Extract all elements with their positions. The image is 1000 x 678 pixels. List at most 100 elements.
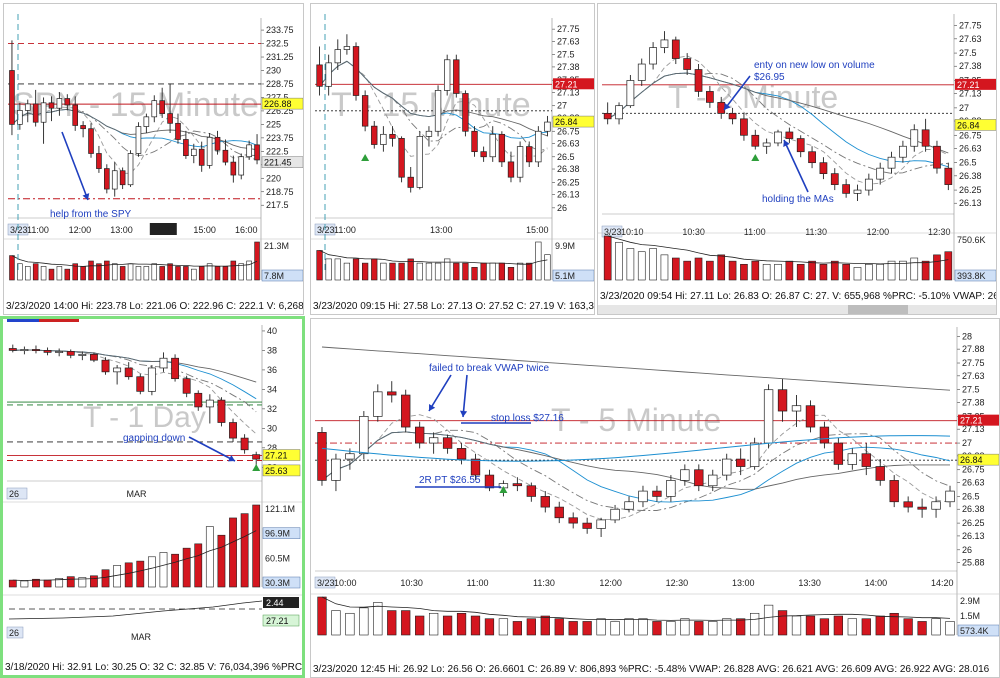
volume-bar — [434, 262, 442, 281]
annotation-arrow-head — [228, 455, 235, 462]
volume-bar — [362, 262, 369, 281]
candle-body — [206, 136, 213, 166]
price-axis-label: 27.75 — [557, 24, 580, 34]
price-axis-label: 26.38 — [557, 164, 580, 174]
price-axis-label: 27.63 — [962, 371, 985, 381]
volume-bar — [498, 618, 509, 636]
volume-bar — [20, 580, 29, 588]
volume-bar — [415, 615, 425, 636]
volume-bar — [64, 268, 71, 281]
chart-watermark: T - 5 Minute — [551, 402, 721, 438]
candle-body — [64, 98, 71, 106]
volume-bar — [512, 621, 522, 636]
candle-body — [135, 126, 142, 154]
volume-bar — [9, 255, 15, 281]
chart-pane-spy-15min[interactable]: SPY - 15 Minute 233.75 232.5 231.25 230 228.7… — [3, 3, 304, 315]
price-axis-label: 223.75 — [266, 133, 294, 143]
chart-pane-t-1day[interactable]: T - 1 Day 40 38 36 34 32 30 28 26 27.21 25.63 26 MAR… — [0, 316, 305, 678]
time-axis-label: 12:00 — [69, 225, 92, 235]
candle-body — [660, 39, 669, 48]
volume-bar — [198, 266, 205, 281]
volume-bar — [194, 543, 203, 588]
candle-body — [805, 405, 816, 428]
time-axis-label: 11:00 — [744, 227, 766, 237]
price-axis-label: 26.63 — [557, 139, 580, 149]
candle-body — [32, 103, 39, 123]
candle-body — [238, 156, 245, 176]
candle-body — [55, 351, 64, 353]
candle-body — [847, 453, 858, 465]
volume-bar — [615, 241, 623, 281]
candle-body — [910, 129, 919, 147]
volume-bar — [498, 262, 505, 281]
volume-bar — [847, 618, 857, 636]
close-price-tag-bg — [261, 156, 303, 168]
chart-pane-t-2min[interactable]: T - 2 Minute27.7527.6327.527.3827.2527.1… — [597, 3, 997, 315]
status-bar: 3/23/2020 09:54 Hi: 27.11 Lo: 26.83 O: 2… — [598, 289, 996, 304]
chart-pane-t-5min[interactable]: T - 5 Minute 28 27.88 27.75 27.63 27.5 27.38 27… — [310, 318, 1000, 678]
indicator-tag2-bg — [262, 614, 300, 627]
price-axis-label: 26.13 — [962, 531, 985, 541]
volume-average-line — [12, 530, 257, 581]
candle-body — [791, 405, 802, 412]
spy-15min-chart[interactable]: SPY - 15 Minute233.75232.5231.25230228.7… — [4, 4, 304, 301]
volume-bar — [401, 610, 411, 636]
volume-bar — [124, 562, 133, 588]
candle-body — [80, 125, 86, 130]
candle-body — [182, 378, 191, 394]
date-tab: 26 — [9, 489, 19, 499]
candle-body — [722, 458, 732, 476]
scrollbar-thumb[interactable] — [848, 305, 908, 314]
volume-average-line — [11, 255, 258, 267]
t-1day-chart[interactable]: T - 1 Day 40 38 36 34 32 30 28 26 27.21 25.63 26 MAR… — [3, 319, 302, 660]
volume-bar — [416, 262, 423, 281]
candle-body — [624, 501, 634, 510]
time-axis-label: 12:30 — [928, 227, 951, 237]
volume-bar — [751, 260, 760, 281]
price-axis-label: 225 — [266, 119, 281, 129]
volume-bar — [680, 618, 690, 636]
t-15min-chart[interactable]: T - 15 Minute27.7527.6327.527.3827.2527.… — [311, 4, 595, 301]
candle-body — [762, 142, 771, 147]
price-axis-label: 40 — [267, 326, 277, 336]
volume-bar — [722, 618, 732, 636]
volume-axis-label: 121.1M — [265, 504, 295, 514]
volume-axis-label: 750.6K — [957, 235, 986, 245]
price-axis-label: 26.13 — [557, 190, 580, 200]
moving-average-line — [12, 349, 257, 383]
volume-average-line — [607, 235, 949, 265]
candle-body — [899, 145, 907, 158]
time-axis-label: 15:00 — [526, 225, 549, 235]
t-5min-chart[interactable]: T - 5 Minute 28 27.88 27.75 27.63 27.5 27.38 27… — [311, 319, 1000, 664]
annotation-text: 2R PT $26.55 — [419, 475, 481, 486]
volume-bar — [104, 260, 110, 281]
annotation-arrow-head — [429, 404, 436, 411]
volume-bar — [865, 263, 873, 281]
candle-body — [842, 184, 850, 194]
candle-body — [88, 128, 94, 154]
price-axis-label: 233.75 — [266, 25, 294, 35]
time-axis-label: 12:00 — [599, 578, 622, 588]
candle-body — [147, 367, 156, 392]
horizontal-scrollbar[interactable] — [598, 305, 996, 314]
t-2min-chart[interactable]: T - 2 Minute27.7527.6327.527.3827.2527.1… — [598, 4, 997, 286]
volume-bar — [887, 260, 896, 281]
last-price-tag-bg — [261, 97, 303, 110]
volume-bar — [425, 262, 433, 281]
chart-pane-t-15min[interactable]: T - 15 Minute27.7527.6327.527.3827.2527.… — [310, 3, 595, 315]
volume-tag-bg — [261, 269, 303, 282]
price-axis-label: 26.75 — [959, 130, 982, 140]
slow-moving-average-line — [321, 346, 951, 391]
time-axis-label: 14:20 — [931, 578, 954, 588]
volume-bar — [603, 235, 612, 281]
candle-body — [763, 389, 774, 444]
price-panel-bg — [3, 319, 302, 481]
price-axis-label: 27 — [557, 101, 567, 111]
volume-bar — [624, 618, 634, 636]
volume-bar — [96, 263, 102, 281]
red-price-tag: 27.21 — [957, 80, 980, 90]
candle-body — [666, 480, 676, 497]
price-axis-label: 231.25 — [266, 52, 294, 62]
candle-body — [694, 469, 704, 487]
candle-body — [456, 448, 467, 460]
